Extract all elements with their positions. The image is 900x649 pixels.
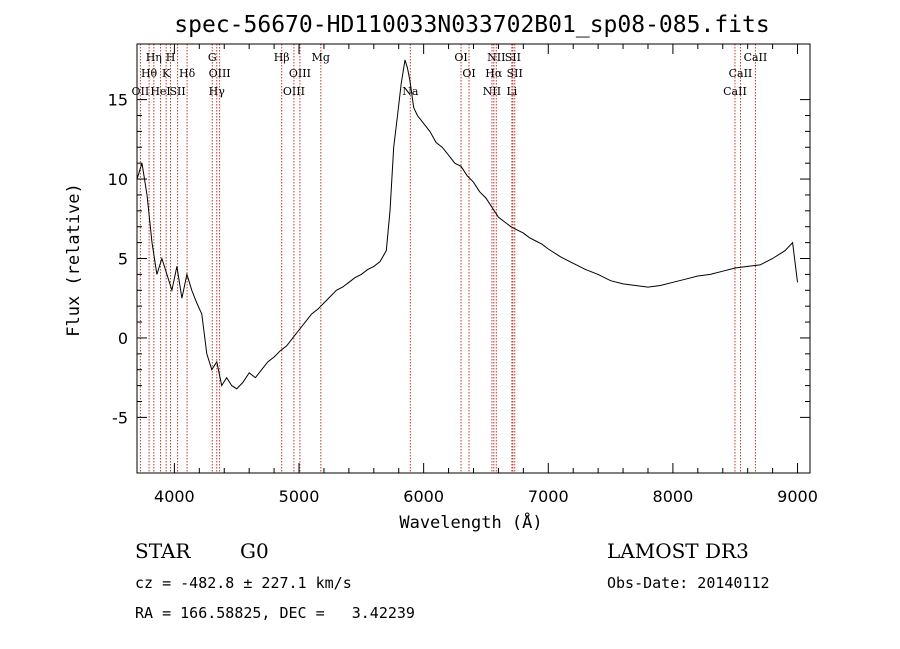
line-label: NII [487,51,505,64]
line-label: SII [507,67,523,80]
survey-name: LAMOST DR3 [607,539,749,563]
line-label: H [166,51,176,64]
line-label: SII [505,51,521,64]
x-tick-labels: 4000 5000 6000 7000 8000 9000 [154,487,818,506]
line-label: Hγ [209,85,226,98]
x-axis-label: Wavelength (Å) [399,511,542,533]
line-label: Hα [485,67,503,80]
x-tick-label: 7000 [528,487,569,506]
y-axis-label: Flux (relative) [64,183,84,337]
y-tick-label: 0 [118,329,128,348]
line-label: CaII [744,51,768,64]
line-label: OI [454,51,467,64]
spectrum-line [136,59,798,390]
line-label: Na [402,85,419,98]
line-label: OII [132,85,150,98]
line-label: Hθ [141,67,158,80]
chart-title: spec-56670-HD110033N033702B01_sp08-085.f… [174,12,769,38]
y-tick-label: 10 [108,170,128,189]
line-label: G [208,51,217,64]
line-label: Hδ [179,67,196,80]
object-class: STAR [135,539,191,563]
y-tick-labels: -5 0 5 10 15 [108,91,128,428]
x-tick-label: 4000 [154,487,195,506]
axis-ticks [137,44,810,473]
observation-date: Obs-Date: 20140112 [607,574,770,592]
line-label: Mg [312,51,330,64]
line-label: Li [506,85,517,98]
line-label: K [162,67,171,80]
line-label: OIII [289,67,311,80]
line-label: OIII [283,85,305,98]
line-label: OIII [209,67,231,80]
x-tick-label: 5000 [279,487,320,506]
line-label: Hβ [274,51,290,64]
x-tick-label: 9000 [777,487,818,506]
spectral-line-markers [139,44,756,473]
y-tick-label: 5 [118,250,128,269]
line-label: CaII [729,67,753,80]
object-subclass: G0 [240,539,269,563]
y-tick-label: -5 [112,408,128,427]
plot-frame [136,43,811,474]
y-tick-label: 15 [108,91,128,110]
line-label: NII [483,85,501,98]
spectral-line-labels: OIIHθHηHeIKHSIIHδGHγOIIIHβOIIIOIIIMgNaOI… [132,51,768,98]
line-label: OI [462,67,475,80]
line-label: Hη [146,51,162,64]
x-tick-label: 8000 [653,487,694,506]
redshift-readout: cz = -482.8 ± 227.1 km/s [135,574,352,592]
line-label: HeI [150,85,170,98]
line-label: SII [170,85,186,98]
x-tick-label: 6000 [403,487,444,506]
coordinates-readout: RA = 166.58825, DEC = 3.42239 [135,604,415,622]
line-label: CaII [723,85,747,98]
